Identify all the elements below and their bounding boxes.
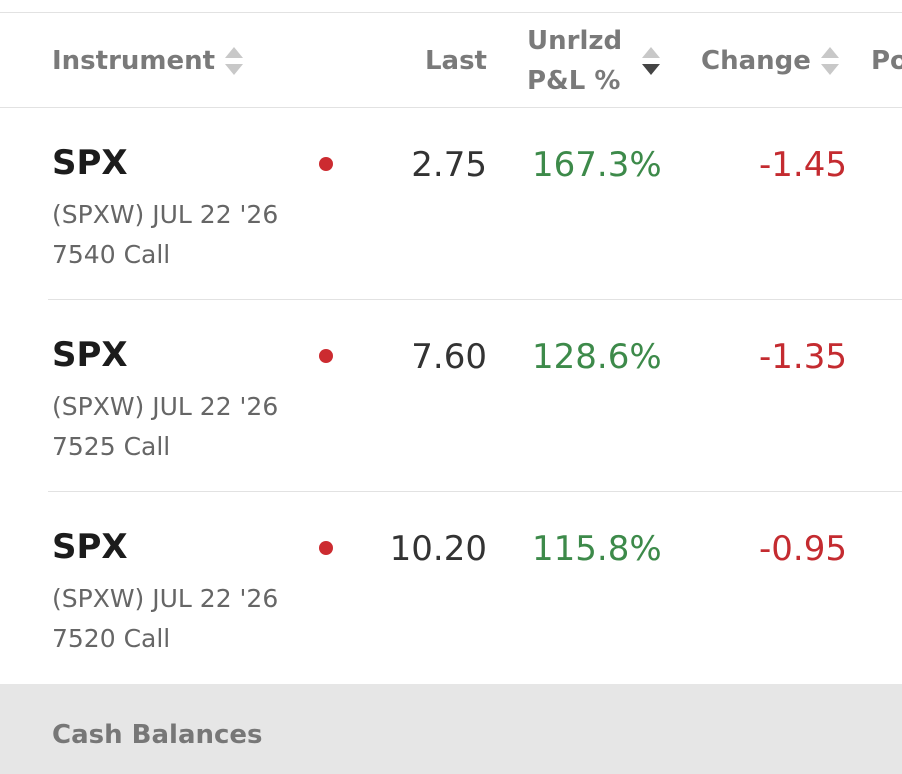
sort-icon	[642, 47, 660, 75]
sort-arrows[interactable]	[820, 44, 840, 78]
status-dot	[319, 157, 333, 171]
description: (SPXW) JUL 22 '26	[52, 200, 279, 229]
unrealized-pnl: 115.8%	[532, 529, 662, 569]
unrealized-pnl: 128.6%	[532, 337, 662, 377]
status-dot	[319, 541, 333, 555]
symbol: SPX	[52, 335, 128, 375]
cash-balances-bar[interactable]	[0, 684, 902, 774]
column-header[interactable]: Instrument	[52, 46, 216, 76]
last-price: 7.60	[411, 337, 487, 377]
change: -0.95	[759, 529, 847, 569]
symbol: SPX	[52, 527, 128, 567]
unrealized-pnl: 167.3%	[532, 145, 662, 185]
change: -1.35	[759, 337, 847, 377]
column-header[interactable]: Unrlzd	[527, 26, 623, 56]
header-border	[0, 107, 902, 108]
description: 7540 Call	[52, 240, 171, 269]
column-header[interactable]: Change	[701, 46, 811, 76]
change: -1.45	[759, 145, 847, 185]
sort-icon	[225, 47, 243, 75]
section-title: Cash Balances	[52, 720, 263, 750]
description: (SPXW) JUL 22 '26	[52, 392, 279, 421]
last-price: 2.75	[411, 145, 487, 185]
last-price: 10.20	[389, 529, 487, 569]
description: 7525 Call	[52, 432, 171, 461]
column-header[interactable]: P&L %	[527, 66, 621, 96]
row-separator	[48, 491, 902, 492]
sort-arrows[interactable]	[641, 44, 661, 78]
sort-arrows[interactable]	[224, 44, 244, 78]
description: 7520 Call	[52, 624, 171, 653]
symbol: SPX	[52, 143, 128, 183]
column-header[interactable]: Po	[871, 46, 902, 76]
column-header[interactable]: Last	[424, 46, 487, 76]
row-separator	[48, 299, 902, 300]
sort-icon	[821, 47, 839, 75]
top-border	[0, 12, 902, 13]
description: (SPXW) JUL 22 '26	[52, 584, 279, 613]
status-dot	[319, 349, 333, 363]
